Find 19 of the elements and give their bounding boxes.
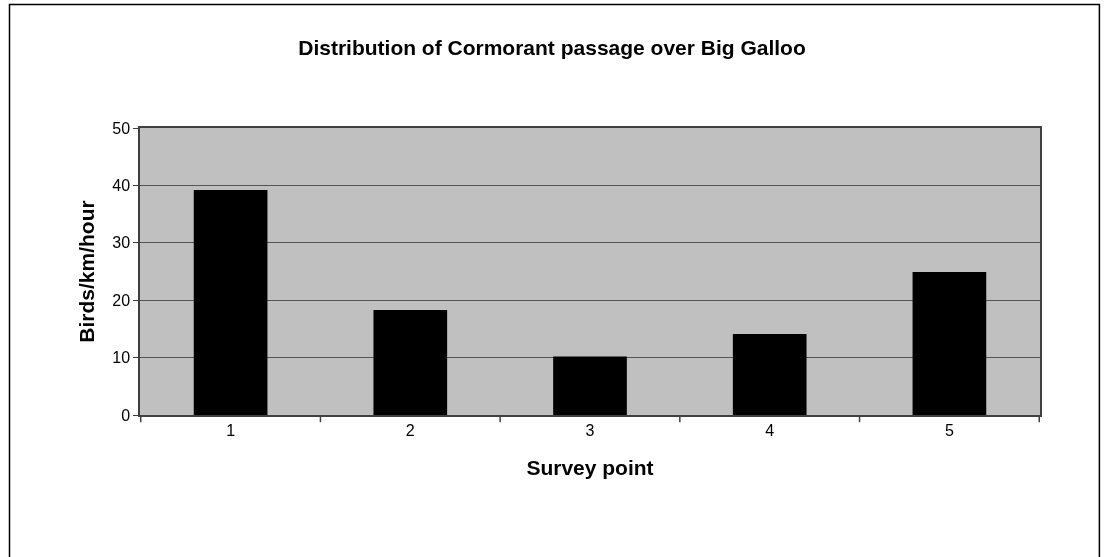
- bar: [373, 309, 448, 415]
- x-tick-label: 1: [226, 421, 236, 439]
- bar: [912, 272, 987, 415]
- y-tick-label: 20: [112, 291, 131, 309]
- x-tick-label: 2: [405, 421, 415, 439]
- x-tick-label: 4: [765, 421, 775, 439]
- bar: [553, 356, 627, 415]
- x-tick-label: 3: [585, 421, 595, 439]
- y-tick-label: 10: [112, 349, 131, 367]
- y-tick-label: 30: [112, 234, 131, 252]
- y-tick-label: 50: [112, 119, 131, 137]
- chart-title: Distribution of Cormorant passage over Big Galloo: [298, 35, 806, 59]
- bar: [193, 189, 268, 415]
- y-tick-label: 40: [112, 177, 131, 194]
- y-tick-label: 0: [121, 406, 131, 424]
- x-tick-label: 5: [944, 421, 954, 439]
- bar: [732, 334, 807, 415]
- x-axis-title: Survey point: [526, 455, 654, 479]
- y-axis-title: Birds/km/hour: [74, 200, 98, 343]
